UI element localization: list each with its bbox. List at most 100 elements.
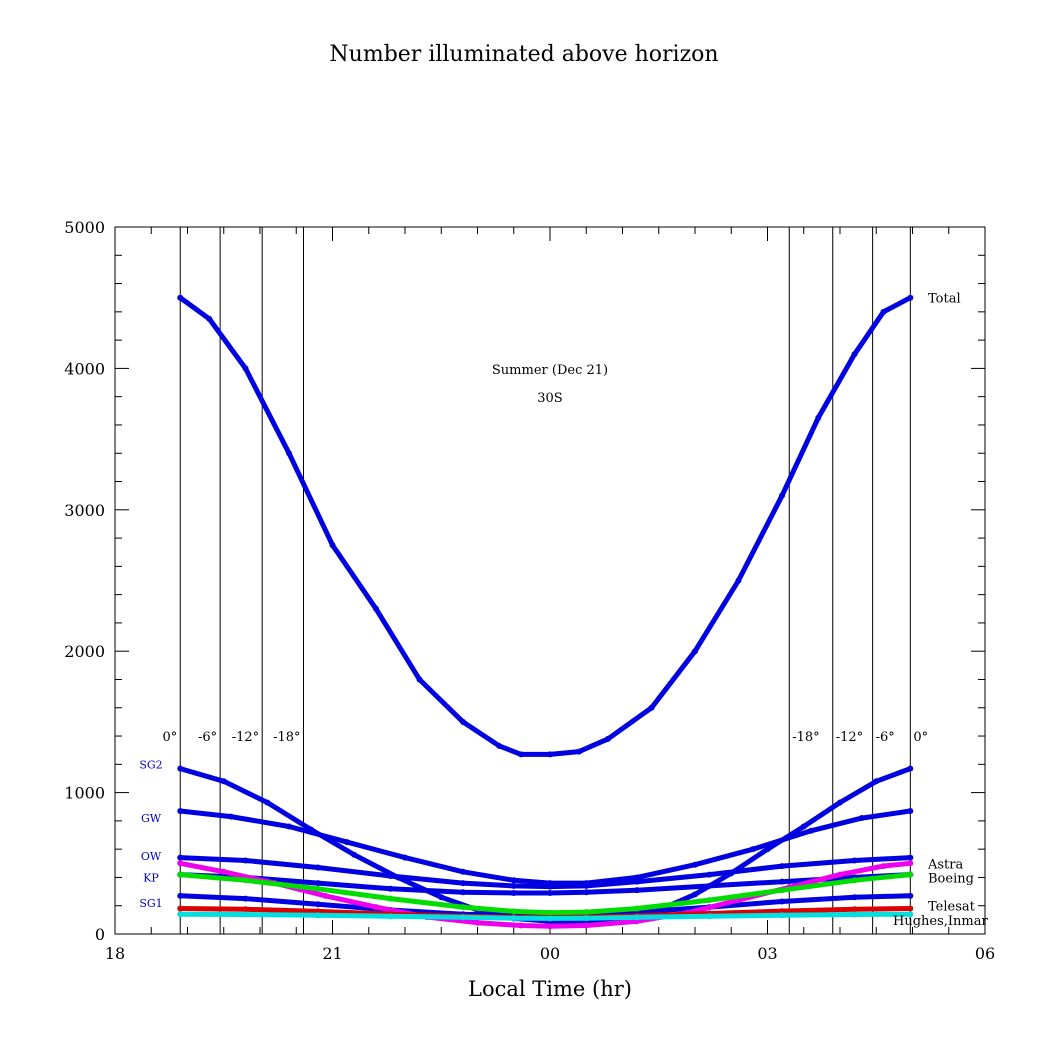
data-point — [547, 923, 553, 930]
data-point — [634, 887, 640, 894]
data-point — [907, 854, 914, 861]
data-point — [779, 863, 785, 870]
right-series-label: Astra — [927, 857, 963, 872]
minor-ticks — [114, 226, 986, 935]
data-point — [416, 676, 423, 683]
data-point — [779, 878, 785, 885]
twilight-label: -12° — [836, 730, 863, 745]
x-tick-label: 18 — [105, 944, 125, 963]
data-point — [315, 901, 321, 908]
left-series-label: GW — [141, 812, 162, 825]
data-point — [815, 414, 822, 421]
plot-frame — [114, 226, 986, 935]
data-point — [648, 704, 655, 711]
data-point — [907, 871, 914, 878]
x-axis-label: Local Time (hr) — [468, 977, 632, 1001]
data-point — [264, 799, 271, 806]
data-point — [373, 605, 379, 612]
data-point — [851, 894, 858, 901]
data-point — [220, 778, 227, 785]
data-point — [510, 915, 517, 922]
data-point — [510, 908, 517, 915]
data-point — [242, 877, 249, 884]
data-point — [329, 542, 336, 549]
data-point — [177, 860, 184, 867]
data-point — [750, 846, 756, 853]
data-point — [220, 868, 227, 875]
data-point — [438, 894, 445, 901]
data-point — [583, 915, 590, 922]
data-point — [460, 904, 466, 911]
data-point — [242, 911, 249, 918]
data-point — [634, 905, 640, 912]
twilight-label: -12° — [232, 730, 259, 745]
data-point — [547, 883, 553, 890]
data-point — [880, 308, 887, 315]
data-point — [315, 912, 321, 919]
right-series-label: Total — [928, 292, 961, 307]
left-series-label: OW — [141, 850, 162, 863]
data-point — [779, 912, 785, 919]
data-point — [907, 911, 914, 918]
data-point — [907, 294, 914, 301]
data-point — [510, 882, 517, 889]
data-point — [873, 778, 880, 785]
data-point — [858, 815, 865, 822]
data-point — [583, 922, 590, 929]
series-line-gw — [177, 808, 913, 886]
data-point — [692, 861, 698, 868]
twilight-label: -18° — [273, 730, 300, 745]
data-point — [706, 897, 713, 904]
data-point — [907, 905, 914, 912]
data-point — [460, 868, 466, 875]
data-point — [851, 877, 858, 884]
data-point — [242, 365, 249, 372]
x-tick-label: 06 — [975, 944, 995, 963]
data-point — [286, 450, 292, 457]
data-point — [242, 895, 249, 902]
twilight-label: -6° — [876, 730, 895, 745]
data-point — [177, 892, 184, 899]
data-point — [351, 851, 358, 858]
left-series-label: KP — [143, 871, 159, 884]
data-point — [851, 911, 858, 918]
data-point — [510, 889, 517, 896]
x-tick-labels: 18 21 00 03 06 — [105, 944, 995, 963]
data-point — [315, 880, 321, 887]
data-point — [387, 885, 394, 892]
data-point — [907, 807, 914, 814]
data-point — [315, 864, 321, 871]
data-point — [779, 908, 785, 915]
data-point — [547, 889, 553, 896]
data-point — [286, 823, 292, 830]
data-point — [177, 911, 184, 918]
y-tick-label: 2000 — [64, 642, 105, 661]
x-tick-label: 21 — [322, 944, 342, 963]
data-point — [907, 765, 914, 772]
right-series-label: Hughes,Inmar — [893, 914, 988, 929]
data-point — [344, 839, 350, 846]
data-point — [583, 889, 590, 896]
data-point — [474, 919, 481, 926]
data-point — [634, 914, 640, 921]
data-point — [547, 751, 553, 758]
data-point — [402, 854, 408, 861]
data-point — [242, 906, 249, 913]
y-tick-label: 1000 — [64, 784, 105, 803]
data-point — [228, 813, 234, 820]
chart-title: Number illuminated above horizon — [329, 42, 718, 67]
data-point — [206, 315, 213, 322]
left-series-label: SG2 — [139, 758, 162, 771]
y-tick-label: 3000 — [64, 501, 105, 520]
right-series-label: Boeing — [928, 871, 974, 886]
latitude-annotation: 30S — [537, 391, 562, 406]
y-tick-label: 0 — [95, 925, 105, 944]
data-point — [583, 882, 590, 889]
data-point — [373, 904, 379, 911]
data-point — [510, 877, 517, 884]
data-point — [387, 913, 394, 920]
data-point — [387, 895, 394, 902]
data-point — [706, 882, 713, 889]
y-tick-labels: 0 1000 2000 3000 4000 5000 — [64, 218, 105, 944]
